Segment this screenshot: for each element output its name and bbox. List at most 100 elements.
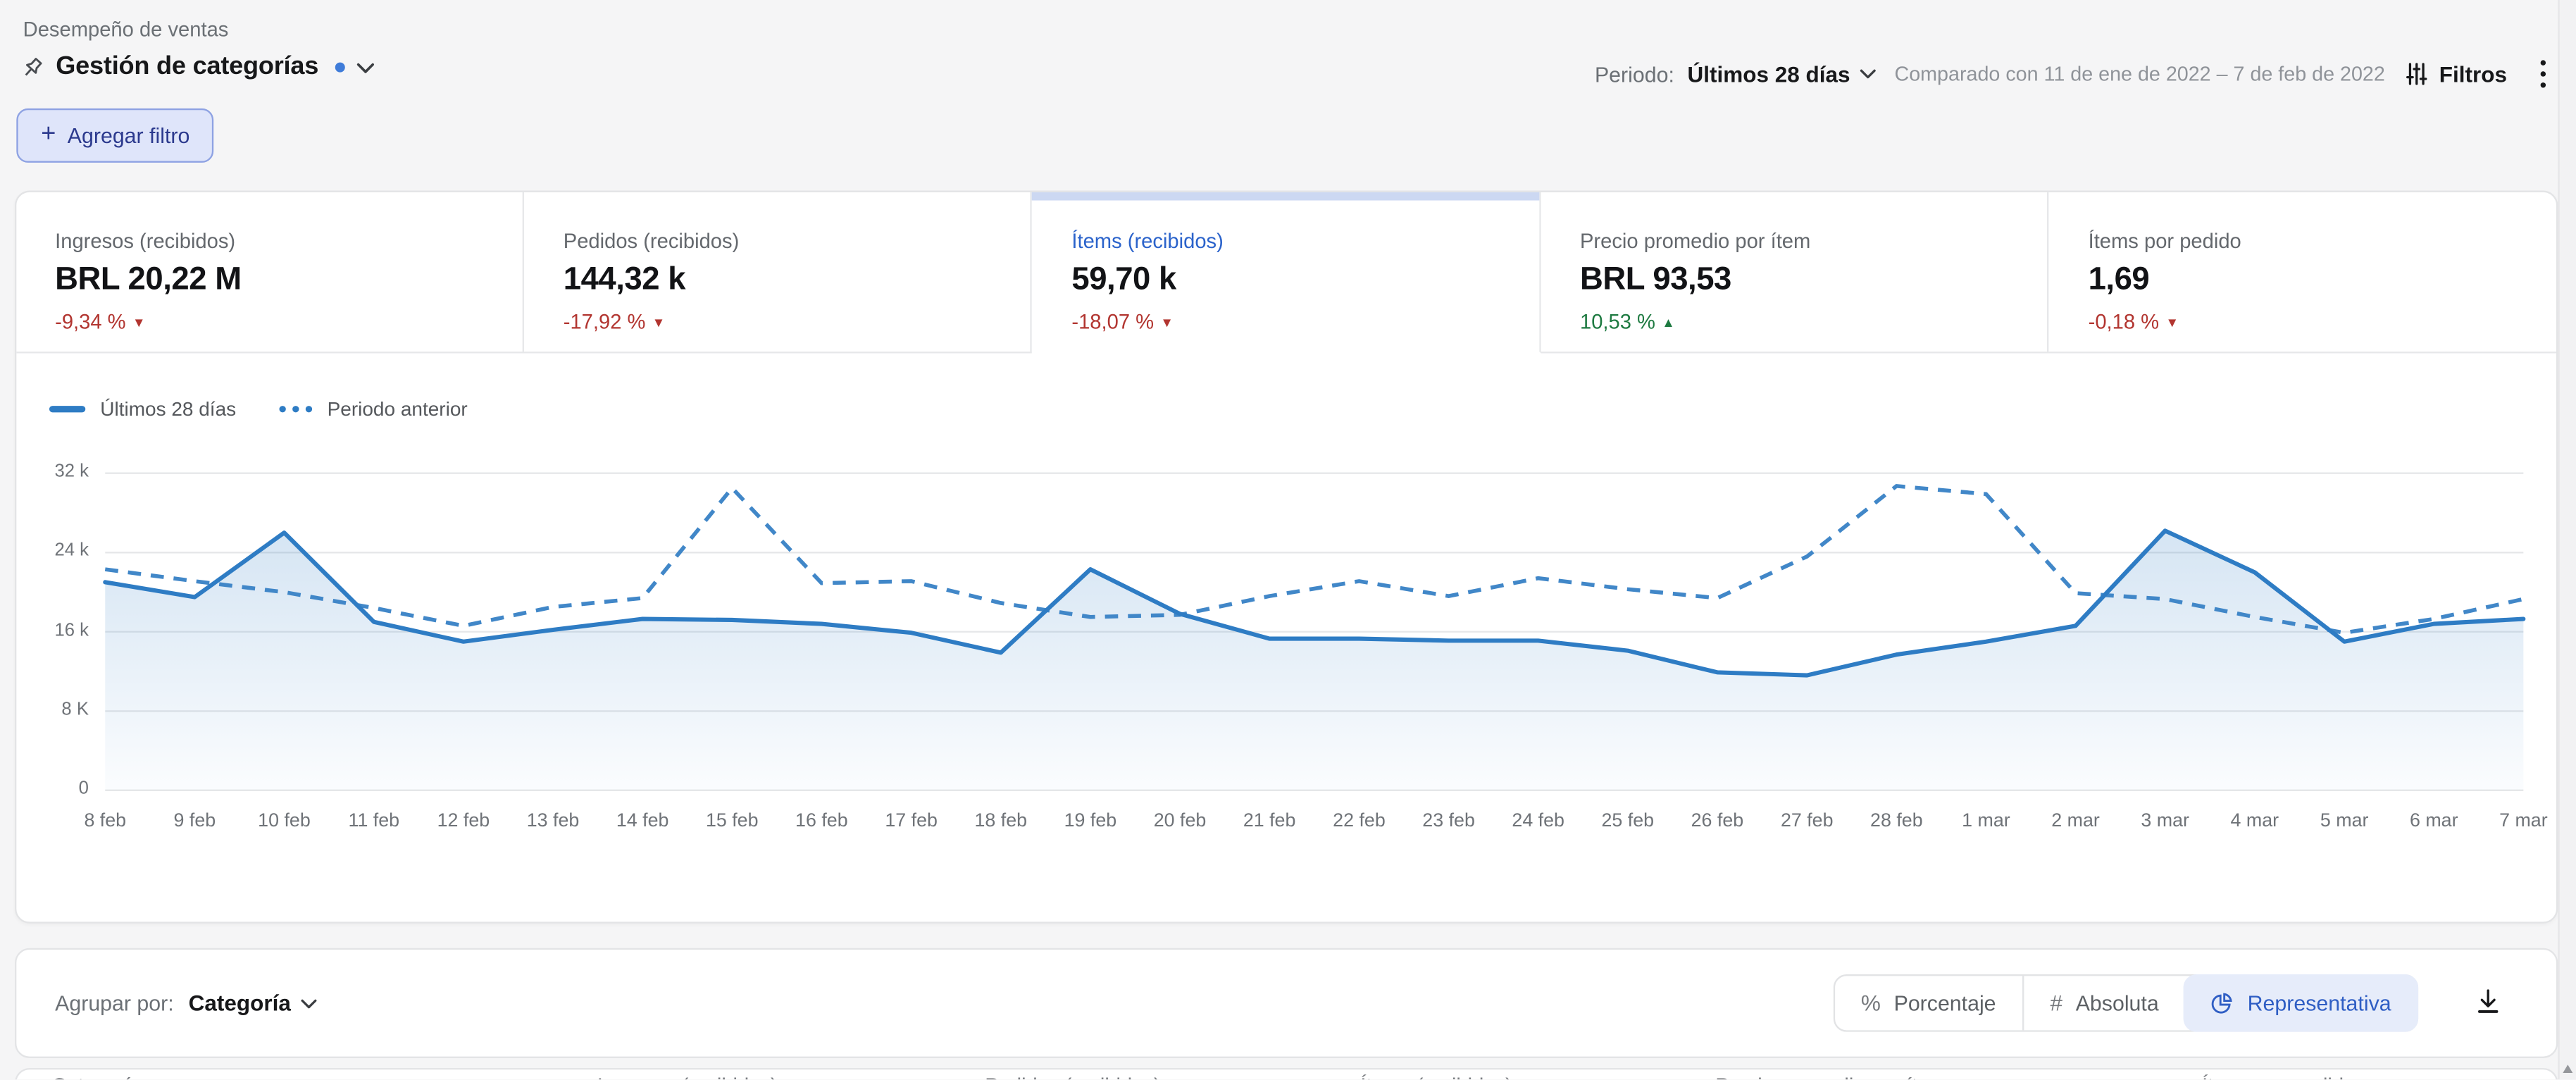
- x-tick-label: 25 feb: [1601, 812, 1655, 832]
- kpi-card-precio-promedio[interactable]: Precio promedio por ítem BRL 93,53 10,53…: [1541, 192, 2049, 354]
- column-header-precio-promedio[interactable]: Precio promedio por ítem: [1715, 1074, 1946, 1080]
- legend-item-current-period[interactable]: Últimos 28 días: [49, 397, 236, 421]
- trend-chart-svg: [103, 472, 2526, 791]
- scroll-up-arrow-icon[interactable]: [2562, 1065, 2572, 1074]
- kpi-delta: -9,34 % ▼: [55, 310, 146, 334]
- y-tick-label: 24 k: [54, 540, 89, 561]
- pie-chart-icon: [2210, 991, 2234, 1015]
- add-filter-button[interactable]: + Agregar filtro: [16, 108, 215, 163]
- vertical-scrollbar[interactable]: [2558, 0, 2576, 1080]
- trend-down-icon: ▼: [2165, 314, 2179, 330]
- solid-line-swatch: [49, 406, 86, 412]
- x-tick-label: 18 feb: [974, 812, 1028, 832]
- download-icon: [2477, 989, 2498, 1013]
- x-tick-label: 6 mar: [2409, 812, 2458, 832]
- period-value: Últimos 28 días: [1687, 61, 1850, 87]
- kpi-value: 1,69: [2088, 261, 2150, 298]
- x-tick-label: 28 feb: [1870, 812, 1923, 832]
- x-tick-label: 14 feb: [616, 812, 669, 832]
- kpi-value: BRL 20,22 M: [55, 261, 242, 298]
- period-selector[interactable]: Últimos 28 días: [1688, 61, 1877, 86]
- filters-button[interactable]: Filtros: [2403, 61, 2507, 87]
- chart-legend: Últimos 28 días Periodo anterior: [49, 397, 468, 421]
- kpi-value: 59,70 k: [1071, 261, 1176, 298]
- kpi-value: BRL 93,53: [1579, 261, 1731, 298]
- y-tick-label: 8 K: [61, 699, 89, 719]
- trend-down-icon: ▼: [1160, 314, 1174, 330]
- x-tick-label: 13 feb: [526, 812, 580, 832]
- kebab-icon: [2540, 60, 2546, 88]
- kpi-label: Pedidos (recibidos): [563, 230, 740, 254]
- view-mode-segmented-control: % Porcentaje # Absoluta Representativa: [1833, 974, 2418, 1032]
- x-tick-label: 21 feb: [1243, 812, 1296, 832]
- trend-up-icon: ▲: [1662, 314, 1675, 330]
- x-tick-label: 7 mar: [2499, 812, 2548, 832]
- column-header-ingresos-sorted[interactable]: Ingresos (recibidos)↓: [597, 1074, 793, 1080]
- column-header-items[interactable]: Ítems (recibidos): [1360, 1074, 1512, 1080]
- trend-chart[interactable]: [103, 472, 2526, 791]
- add-filter-label: Agregar filtro: [67, 123, 190, 148]
- kpi-card-ingresos[interactable]: Ingresos (recibidos) BRL 20,22 M -9,34 %…: [15, 192, 524, 354]
- legend-label: Últimos 28 días: [100, 397, 237, 421]
- x-tick-label: 16 feb: [795, 812, 848, 832]
- kpi-label: Ingresos (recibidos): [55, 230, 236, 254]
- chevron-down-icon: [1860, 69, 1877, 79]
- x-tick-label: 19 feb: [1064, 812, 1117, 832]
- x-tick-label: 17 feb: [885, 812, 938, 832]
- x-tick-label: 9 feb: [173, 812, 216, 832]
- more-options-button[interactable]: [2540, 59, 2546, 89]
- x-tick-label: 4 mar: [2230, 812, 2279, 832]
- group-by-selector[interactable]: Categoría: [189, 991, 318, 1015]
- plus-icon: +: [41, 120, 56, 149]
- metrics-panel: Ingresos (recibidos) BRL 20,22 M -9,34 %…: [13, 190, 2558, 924]
- comparison-range-text: Comparado con 11 de ene de 2022 – 7 de f…: [1894, 62, 2385, 86]
- trend-down-icon: ▼: [652, 314, 666, 330]
- x-tick-label: 8 feb: [84, 812, 127, 832]
- x-tick-label: 11 feb: [348, 812, 400, 832]
- column-header-items-por-pedido[interactable]: Ítems por pedido: [2202, 1074, 2355, 1080]
- group-by-value: Categoría: [188, 991, 291, 1016]
- period-label: Periodo:: [1594, 61, 1674, 87]
- unsaved-changes-dot: [335, 62, 345, 73]
- y-tick-label: 32 k: [54, 461, 89, 482]
- percent-icon: %: [1860, 991, 1881, 1016]
- view-mode-absoluta-button[interactable]: # Absoluta: [2022, 976, 2185, 1031]
- column-header-pedidos[interactable]: Pedidos (recibidos): [985, 1074, 1161, 1080]
- x-tick-label: 24 feb: [1512, 812, 1564, 832]
- kpi-label: Ítems por pedido: [2088, 230, 2241, 254]
- pin-icon[interactable]: [20, 55, 44, 80]
- view-mode-label: Representativa: [2247, 991, 2391, 1016]
- download-button[interactable]: [2472, 986, 2503, 1025]
- kpi-card-pedidos[interactable]: Pedidos (recibidos) 144,32 k -17,92 % ▼: [523, 192, 1033, 354]
- trend-down-icon: ▼: [132, 314, 146, 330]
- column-header-categoria[interactable]: Categoría: [51, 1074, 142, 1080]
- kpi-cards-row: Ingresos (recibidos) BRL 20,22 M -9,34 %…: [15, 192, 2556, 354]
- kpi-label: Ítems (recibidos): [1071, 230, 1224, 254]
- hash-icon: #: [2050, 991, 2063, 1016]
- view-mode-label: Absoluta: [2075, 991, 2159, 1016]
- view-mode-porcentaje-button[interactable]: % Porcentaje: [1835, 976, 2022, 1030]
- legend-label: Periodo anterior: [327, 397, 468, 421]
- chevron-down-icon[interactable]: [356, 61, 375, 73]
- view-mode-representativa-button[interactable]: Representativa: [2183, 974, 2418, 1032]
- x-tick-label: 1 mar: [1962, 812, 2010, 832]
- kpi-delta: -0,18 % ▼: [2088, 310, 2179, 334]
- y-tick-label: 0: [78, 778, 89, 799]
- breadcrumb: Desempeño de ventas: [23, 18, 229, 42]
- legend-item-previous-period[interactable]: Periodo anterior: [278, 397, 468, 421]
- x-tick-label: 20 feb: [1153, 812, 1207, 832]
- header-right-controls: Periodo: Últimos 28 días Comparado con 1…: [1595, 59, 2546, 89]
- y-tick-label: 16 k: [54, 620, 89, 640]
- kpi-card-items-por-pedido[interactable]: Ítems por pedido 1,69 -0,18 % ▼: [2048, 192, 2556, 354]
- x-axis-labels: 8 feb 9 feb 10 feb 11 feb 12 feb 13 feb 14 feb…: [84, 812, 2547, 838]
- report-title-row[interactable]: Gestión de categorías: [20, 53, 374, 82]
- table-controls-panel: Agrupar por: Categoría % Porcentaje # Ab…: [13, 948, 2558, 1058]
- x-tick-label: 15 feb: [705, 812, 759, 832]
- x-tick-label: 2 mar: [2051, 812, 2100, 832]
- kpi-card-items-selected[interactable]: Ítems (recibidos) 59,70 k -18,07 % ▼: [1032, 192, 1541, 354]
- x-tick-label: 3 mar: [2141, 812, 2189, 832]
- sliders-icon: [2403, 61, 2429, 87]
- x-tick-label: 27 feb: [1780, 812, 1834, 832]
- x-tick-label: 5 mar: [2320, 812, 2369, 832]
